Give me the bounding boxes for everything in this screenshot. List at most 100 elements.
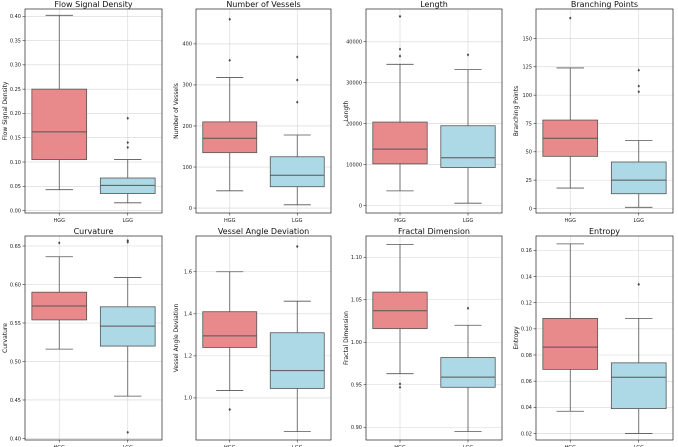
y-tick-label: 0.45 xyxy=(10,398,21,404)
outlier-point xyxy=(228,58,231,62)
outlier-point xyxy=(569,16,572,20)
plot-frame xyxy=(535,235,674,441)
plot-frame xyxy=(365,8,503,214)
y-axis-label: Vessel Angle Deviation xyxy=(173,304,180,373)
box-lgg xyxy=(269,244,325,432)
y-tick-label: 0 xyxy=(529,206,532,212)
outlier-point xyxy=(296,55,299,59)
plot-frame xyxy=(24,235,163,441)
y-axis-label: Entropy xyxy=(513,326,520,350)
plot-frame xyxy=(195,8,332,214)
box-lgg xyxy=(99,239,156,434)
box-hgg xyxy=(372,14,428,192)
iqr-box xyxy=(440,125,496,168)
x-tick-label: HGG xyxy=(394,445,406,447)
iqr-box xyxy=(610,161,667,195)
outlier-point xyxy=(126,145,129,150)
iqr-box xyxy=(202,311,258,348)
panel-length: 0 10000 20000 30000 40000 HGG LGG Length Length xyxy=(343,0,503,224)
box-lgg xyxy=(440,53,496,204)
y-axis-label: Fractal Dimension xyxy=(343,311,350,365)
box-hgg xyxy=(202,17,258,192)
y-tick-label: 0.35 xyxy=(10,38,21,44)
plot-frame xyxy=(195,235,332,441)
y-tick-label: 125 xyxy=(522,65,532,71)
y-tick-label: 0.02 xyxy=(521,431,532,437)
panel-branching-points: 0 25 50 75 100 125 150 HGG LGG Branching Points Br… xyxy=(513,0,674,224)
y-tick-label: 400 xyxy=(182,42,192,48)
panel-title: Number of Vessels xyxy=(226,0,300,9)
y-tick-label: 40000 xyxy=(346,40,362,46)
x-tick-label: LGG xyxy=(122,218,133,224)
outlier-point xyxy=(398,382,402,386)
y-tick-label: 0.95 xyxy=(351,383,362,389)
outlier-point xyxy=(126,116,129,120)
y-tick-label: 1.10 xyxy=(351,255,362,261)
iqr-box xyxy=(269,156,325,188)
panel-title: Entropy xyxy=(589,227,620,236)
x-tick-label: HGG xyxy=(53,445,65,447)
y-tick-label: 10000 xyxy=(346,162,362,168)
y-tick-label: 0.05 xyxy=(10,184,21,190)
panel-curvature: 0.40 0.45 0.50 0.55 0.60 0.65 HGG LGG Curvature C… xyxy=(2,227,163,447)
panel-entropy: 0.02 0.04 0.06 0.08 0.10 0.12 0.14 0.16 HGG LGG En… xyxy=(513,227,674,447)
x-tick-label: LGG xyxy=(292,445,303,447)
x-tick-label: LGG xyxy=(633,218,644,224)
box-hgg xyxy=(542,16,599,189)
plot-area xyxy=(366,236,502,440)
x-tick-label: HGG xyxy=(564,218,576,224)
y-tick-label: 0.06 xyxy=(521,379,532,385)
outlier-point xyxy=(296,78,299,82)
box-hgg xyxy=(31,241,88,350)
outlier-point xyxy=(126,140,129,145)
y-tick-label: 0.10 xyxy=(10,160,21,166)
x-tick-label: LGG xyxy=(463,445,474,447)
box-hgg xyxy=(31,14,88,191)
plot-frame xyxy=(365,235,503,441)
x-tick-label: LGG xyxy=(633,445,644,447)
y-tick-label: 1.0 xyxy=(184,396,192,402)
y-tick-label: 0.04 xyxy=(521,405,532,411)
y-tick-label: 0.65 xyxy=(10,244,21,250)
y-tick-label: 0.55 xyxy=(10,321,21,327)
iqr-box xyxy=(610,362,667,410)
panel-title: Length xyxy=(420,0,448,9)
x-tick-label: LGG xyxy=(292,218,303,224)
iqr-box xyxy=(542,317,599,370)
y-tick-label: 0.08 xyxy=(521,353,532,359)
panel-title: Vessel Angle Deviation xyxy=(218,227,309,236)
outlier-point xyxy=(637,84,640,88)
y-tick-label: 0 xyxy=(359,203,362,209)
x-tick-label: LGG xyxy=(122,445,133,447)
y-tick-label: 0.25 xyxy=(10,87,21,93)
x-tick-label: HGG xyxy=(53,218,65,224)
panel-fractal-dimension: 0.90 0.95 1.00 1.05 1.10 HGG LGG Fractal Dimens… xyxy=(343,227,503,447)
y-tick-label: 1.6 xyxy=(184,270,192,276)
plot-area xyxy=(366,9,502,213)
outlier-point xyxy=(637,68,640,72)
outlier-point xyxy=(466,306,470,310)
outlier-point xyxy=(398,14,402,18)
panel-title: Curvature xyxy=(74,227,114,236)
box-lgg xyxy=(440,306,496,432)
panel-flow-signal-density: 0.00 0.05 0.10 0.15 0.20 0.25 0.30 0.35 0.40 HGG L… xyxy=(2,0,163,224)
y-tick-label: 0.14 xyxy=(521,274,532,280)
y-tick-label: 0.20 xyxy=(10,111,21,117)
y-axis-label: Flow Signal Density xyxy=(2,81,9,140)
box-lgg xyxy=(610,282,667,434)
y-tick-label: 0.12 xyxy=(521,300,532,306)
outlier-point xyxy=(398,47,402,51)
y-tick-label: 0.16 xyxy=(521,248,532,254)
box-hgg xyxy=(542,243,599,412)
y-tick-label: 1.4 xyxy=(184,312,192,318)
y-tick-label: 0.40 xyxy=(10,14,21,20)
box-lgg xyxy=(99,116,156,204)
x-tick-label: HGG xyxy=(224,445,236,447)
plot-frame xyxy=(535,8,674,214)
outlier-point xyxy=(126,430,129,434)
outlier-point xyxy=(398,54,402,58)
y-tick-label: 200 xyxy=(182,124,192,130)
panel-title: Flow Signal Density xyxy=(54,0,133,9)
outlier-point xyxy=(466,53,470,57)
